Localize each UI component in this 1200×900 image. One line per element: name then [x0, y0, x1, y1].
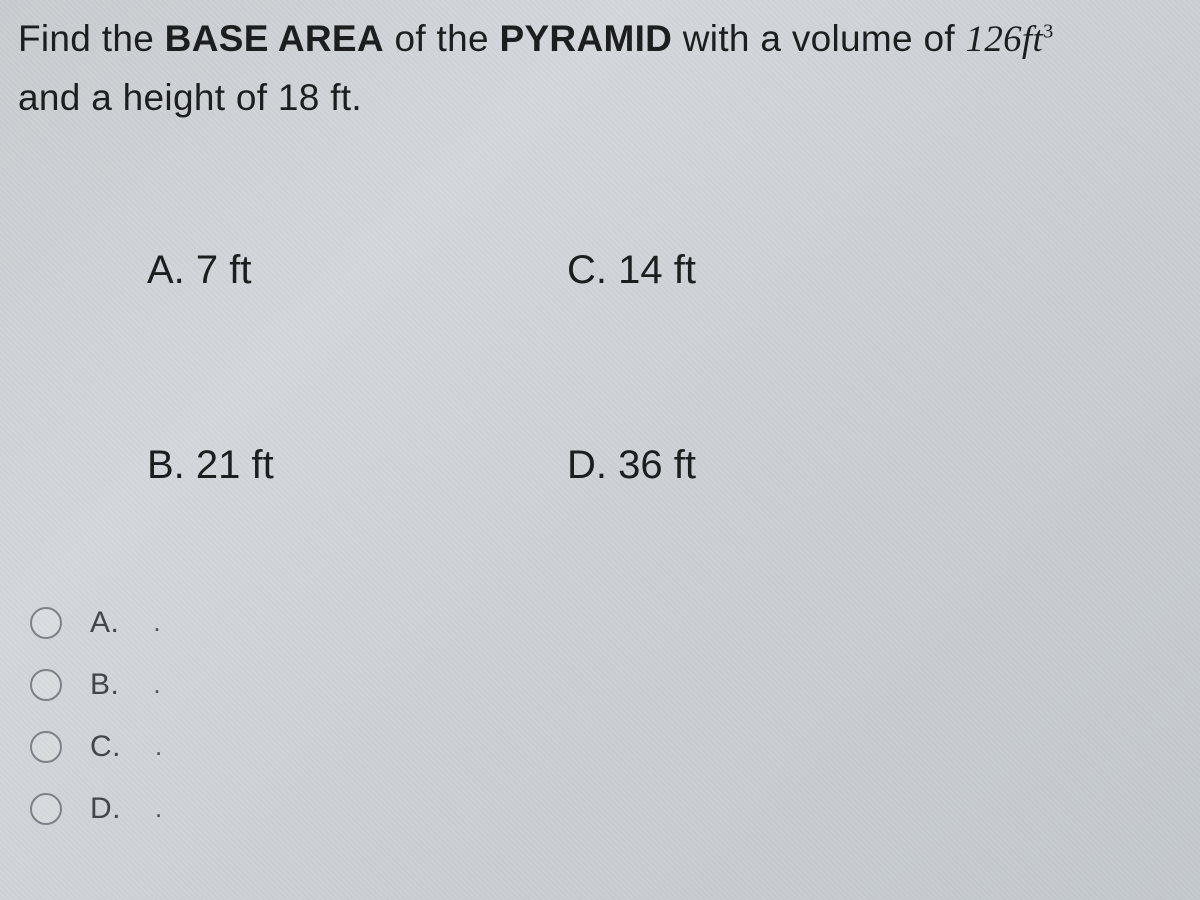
question-text-mid2: with a volume of: [672, 18, 965, 59]
radio-label-b: B.: [90, 668, 119, 702]
question-value-number: 126: [966, 19, 1022, 60]
radio-option-b[interactable]: B. .: [30, 668, 1182, 702]
radio-dot-b: .: [153, 669, 160, 700]
choice-d: D. 36 ft: [567, 443, 947, 488]
radio-circle-icon: [30, 607, 62, 639]
radio-option-c[interactable]: C. .: [30, 730, 1182, 764]
question-value: 126ft3: [966, 19, 1054, 60]
answer-choice-grid: A. 7 ft C. 14 ft B. 21 ft D. 36 ft: [147, 248, 1182, 488]
radio-label-d: D.: [90, 792, 121, 826]
question-text-mid1: of the: [384, 18, 500, 59]
question-bold-base-area: BASE AREA: [165, 18, 384, 59]
radio-circle-icon: [30, 793, 62, 825]
radio-option-d[interactable]: D. .: [30, 792, 1182, 826]
radio-option-a[interactable]: A. .: [30, 606, 1182, 640]
question-line-2: and a height of 18 ft.: [18, 73, 1182, 123]
radio-circle-icon: [30, 731, 62, 763]
choice-b: B. 21 ft: [147, 443, 527, 488]
radio-dot-a: .: [153, 607, 160, 638]
question-container: Find the BASE AREA of the PYRAMID with a…: [0, 0, 1200, 900]
question-line-1: Find the BASE AREA of the PYRAMID with a…: [18, 14, 1182, 65]
radio-label-c: C.: [90, 730, 121, 764]
radio-circle-icon: [30, 669, 62, 701]
choice-c: C. 14 ft: [567, 248, 947, 293]
question-text-prefix: Find the: [18, 18, 165, 59]
question-value-unit: ft: [1022, 19, 1043, 60]
radio-dot-c: .: [155, 731, 162, 762]
radio-answer-list: A. . B. . C. . D. .: [30, 606, 1182, 826]
question-bold-pyramid: PYRAMID: [499, 18, 672, 59]
radio-dot-d: .: [155, 793, 162, 824]
question-value-exponent: 3: [1043, 21, 1053, 43]
radio-label-a: A.: [90, 606, 119, 640]
choice-a: A. 7 ft: [147, 248, 527, 293]
